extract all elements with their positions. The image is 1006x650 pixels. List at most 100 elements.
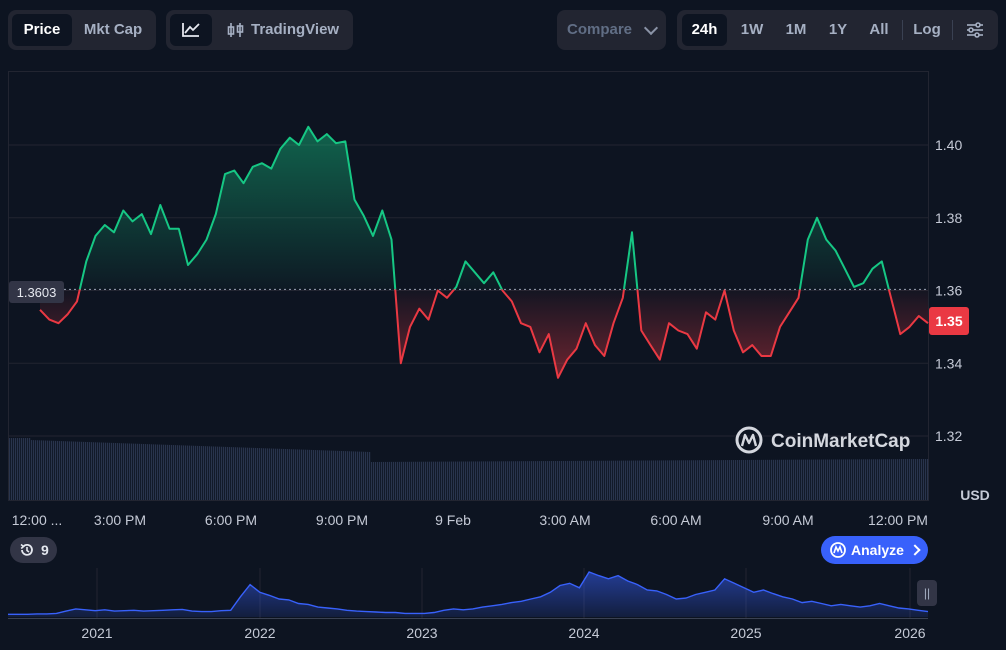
volume-bar	[831, 459, 833, 500]
volume-bar	[477, 461, 479, 500]
volume-bar	[815, 459, 817, 500]
volume-bar	[603, 460, 605, 500]
volume-bar	[677, 460, 679, 500]
analyze-button[interactable]: Analyze	[821, 536, 928, 564]
volume-bar	[839, 459, 841, 500]
volume-bar	[249, 447, 251, 500]
volume-bar	[353, 451, 355, 500]
volume-bar	[25, 438, 27, 500]
volume-bar	[743, 459, 745, 500]
volume-bar	[191, 445, 193, 500]
volume-bar	[913, 459, 915, 500]
volume-bar	[197, 445, 199, 500]
volume-bar	[119, 443, 121, 500]
volume-bar	[459, 461, 461, 500]
volume-bar	[383, 461, 385, 500]
volume-bar	[377, 461, 379, 500]
volume-bar	[193, 445, 195, 500]
volume-bar	[37, 440, 39, 500]
volume-bar	[155, 444, 157, 500]
price-tab[interactable]: Price	[12, 14, 72, 46]
volume-bar	[749, 459, 751, 500]
volume-bar	[205, 446, 207, 500]
volume-bar	[167, 444, 169, 500]
volume-bar	[415, 461, 417, 500]
volume-bar	[453, 461, 455, 500]
volume-bar	[481, 461, 483, 500]
volume-bar	[221, 446, 223, 500]
volume-bar	[691, 460, 693, 500]
log-scale-button[interactable]: Log	[913, 21, 941, 38]
volume-bar	[531, 461, 533, 500]
volume-bar	[835, 459, 837, 500]
volume-bar	[387, 461, 389, 500]
volume-bar	[469, 461, 471, 500]
volume-bar	[299, 449, 301, 500]
volume-bar	[525, 461, 527, 500]
volume-bar	[287, 449, 289, 500]
volume-bar	[523, 461, 525, 500]
volume-bar	[315, 450, 317, 500]
price-line-up	[78, 125, 890, 290]
volume-bar	[41, 440, 43, 500]
volume-bar	[341, 450, 343, 500]
volume-bar	[577, 460, 579, 500]
volume-bar	[593, 460, 595, 500]
volume-bar	[393, 461, 395, 500]
sliders-icon	[967, 22, 983, 38]
volume-bar	[447, 461, 449, 500]
divider	[952, 20, 953, 40]
volume-bar	[803, 459, 805, 500]
volume-bar	[63, 441, 65, 500]
volume-bar	[361, 451, 363, 500]
volume-bar	[91, 442, 93, 500]
range-1y-button[interactable]: 1Y	[828, 21, 848, 38]
volume-bar	[487, 461, 489, 500]
volume-bar	[43, 440, 45, 500]
volume-bar	[725, 460, 727, 500]
volume-bar	[237, 447, 239, 500]
compare-dropdown[interactable]: Compare	[557, 10, 666, 50]
volume-bar	[489, 461, 491, 500]
range-1m-button[interactable]: 1M	[785, 21, 807, 38]
price-chart[interactable]: 1.40 1.38 1.36 1.34 1.32 12:00 ... 3:00 PM 6:0…	[0, 0, 1006, 540]
volume-bar	[557, 460, 559, 500]
volume-bar	[661, 460, 663, 500]
volume-bar	[45, 440, 47, 500]
volume-bar	[79, 441, 81, 500]
volume-bar	[31, 440, 33, 500]
volume-bar	[797, 459, 799, 500]
volume-bar	[483, 461, 485, 500]
range-1w-button[interactable]: 1W	[740, 21, 764, 38]
settings-button[interactable]	[958, 14, 992, 46]
volume-bar	[611, 460, 613, 500]
navigator-handle[interactable]: ||	[917, 580, 937, 606]
tradingview-button[interactable]: TradingView	[222, 14, 346, 46]
volume-bar	[783, 459, 785, 500]
volume-bar	[719, 460, 721, 500]
volume-bar	[435, 461, 437, 500]
x-tick-label: 3:00 AM	[539, 512, 590, 528]
reference-price-value: 1.3603	[17, 285, 57, 300]
volume-bar	[645, 460, 647, 500]
volume-bar	[263, 448, 265, 500]
volume-bar	[865, 459, 867, 500]
volume-bar	[567, 460, 569, 500]
x-tick-label: 12:00 ...	[12, 512, 63, 528]
market-cap-tab[interactable]: Mkt Cap	[83, 21, 143, 38]
volume-bar	[207, 446, 209, 500]
range-all-button[interactable]: All	[869, 21, 889, 38]
history-badge[interactable]: 9	[10, 537, 57, 563]
volume-bar	[549, 461, 551, 500]
volume-bar	[601, 460, 603, 500]
volume-bar	[375, 461, 377, 500]
volume-bar	[905, 459, 907, 500]
range-24h-button[interactable]: 24h	[682, 14, 727, 46]
volume-bar	[509, 461, 511, 500]
volume-bar	[173, 445, 175, 500]
volume-bar	[443, 461, 445, 500]
volume-bar	[853, 459, 855, 500]
volume-bar	[759, 459, 761, 500]
volume-bar	[457, 461, 459, 500]
line-chart-button[interactable]	[170, 14, 212, 46]
